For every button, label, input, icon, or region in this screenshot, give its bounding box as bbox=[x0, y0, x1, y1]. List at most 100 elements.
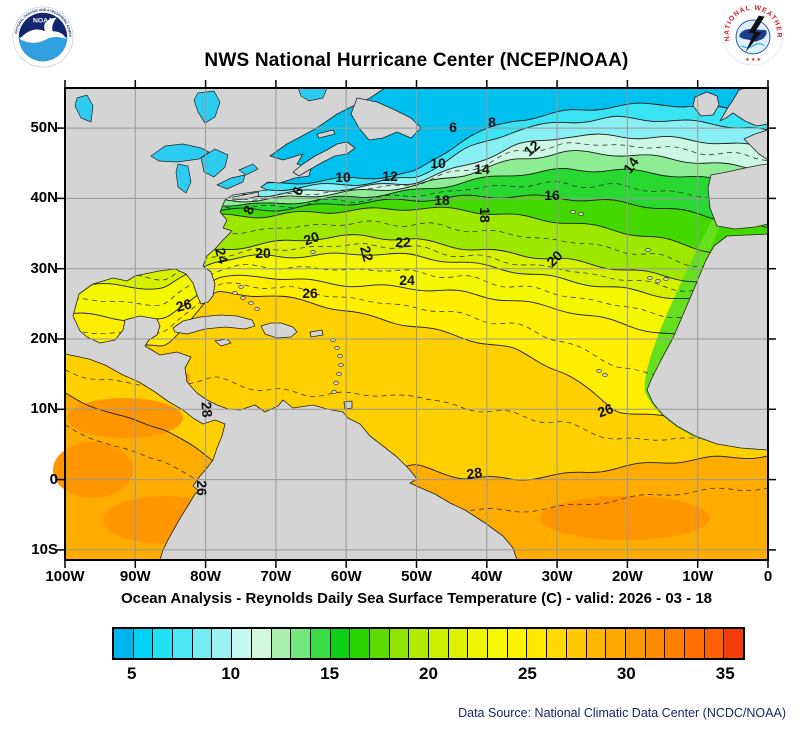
colorbar-cell bbox=[527, 629, 547, 658]
island bbox=[337, 372, 342, 375]
colorbar-cell bbox=[272, 629, 292, 658]
colorbar-cell bbox=[134, 629, 154, 658]
island bbox=[249, 301, 254, 304]
colorbar-cell bbox=[468, 629, 488, 658]
island bbox=[579, 212, 584, 215]
y-tick-label: 10S bbox=[6, 541, 58, 558]
colorbar-cell bbox=[114, 629, 134, 658]
x-tick-label: 40W bbox=[457, 568, 517, 585]
colorbar-cell bbox=[232, 629, 252, 658]
y-tick-label: 0 bbox=[6, 471, 58, 488]
noaa-sst-product-page: NATIONAL OCEANIC AND ATMOSPHERIC ADMINIS… bbox=[0, 0, 800, 737]
contour-label: 20 bbox=[255, 245, 271, 261]
island bbox=[332, 390, 337, 393]
warm-pool bbox=[540, 496, 710, 540]
island bbox=[239, 285, 244, 288]
sst-map-canvas: 6812101414681012161818202022222424262620… bbox=[65, 88, 768, 560]
colorbar-tick-label: 15 bbox=[308, 664, 352, 684]
island bbox=[334, 381, 339, 384]
x-tick-label: 90W bbox=[105, 568, 165, 585]
y-tick-label: 30N bbox=[6, 260, 58, 277]
colorbar-tick-label: 35 bbox=[703, 664, 747, 684]
colorbar-cell bbox=[665, 629, 685, 658]
island bbox=[339, 363, 344, 366]
data-source-credit: Data Source: National Climatic Data Cent… bbox=[286, 706, 786, 720]
colorbar-cell bbox=[567, 629, 587, 658]
contour-label: 18 bbox=[477, 207, 493, 223]
contour-label: 18 bbox=[434, 192, 450, 208]
colorbar-cell bbox=[685, 629, 705, 658]
x-tick-label: 30W bbox=[527, 568, 587, 585]
contour-label: 16 bbox=[544, 187, 560, 203]
x-tick-label: 0 bbox=[738, 568, 798, 585]
x-tick-label: 60W bbox=[316, 568, 376, 585]
colorbar-cell bbox=[331, 629, 351, 658]
colorbar-tick-label: 25 bbox=[505, 664, 549, 684]
colorbar-cell bbox=[390, 629, 410, 658]
sst-map: 6812101414681012161818202022222424262620… bbox=[65, 88, 768, 560]
y-tick-label: 40N bbox=[6, 189, 58, 206]
island bbox=[241, 296, 246, 299]
contour-label: 10 bbox=[335, 169, 351, 185]
x-tick-label: 100W bbox=[35, 568, 95, 585]
contour-label: 6 bbox=[449, 119, 457, 135]
colorbar-cell bbox=[606, 629, 626, 658]
y-tick-label: 20N bbox=[6, 330, 58, 347]
y-tick-label: 50N bbox=[6, 119, 58, 136]
colorbar-cell bbox=[508, 629, 528, 658]
colorbar-tick-label: 10 bbox=[209, 664, 253, 684]
colorbar-cell bbox=[705, 629, 725, 658]
contour-label: 28 bbox=[465, 464, 483, 482]
colorbar-cell bbox=[547, 629, 567, 658]
landmass bbox=[708, 164, 768, 229]
colorbar-cell bbox=[370, 629, 390, 658]
contour-label: 26 bbox=[194, 480, 210, 496]
island bbox=[646, 248, 651, 251]
island bbox=[597, 369, 602, 372]
colorbar-tick-label: 5 bbox=[110, 664, 154, 684]
colorbar-cell bbox=[252, 629, 272, 658]
colorbar-cell bbox=[449, 629, 469, 658]
colorbar-cell bbox=[429, 629, 449, 658]
island bbox=[255, 307, 260, 310]
x-tick-label: 80W bbox=[176, 568, 236, 585]
contour-label: 14 bbox=[474, 161, 490, 177]
contour-label: 26 bbox=[302, 285, 318, 301]
contour-label: 24 bbox=[399, 272, 415, 288]
colorbar-cell bbox=[587, 629, 607, 658]
colorbar-cell bbox=[311, 629, 331, 658]
colorbar-cell bbox=[350, 629, 370, 658]
landmass bbox=[344, 401, 352, 409]
contour-label: 22 bbox=[395, 234, 411, 250]
colorbar-cell bbox=[409, 629, 429, 658]
island bbox=[603, 373, 608, 376]
island bbox=[648, 276, 653, 279]
map-subtitle: Ocean Analysis - Reynolds Daily Sea Surf… bbox=[40, 590, 793, 607]
colorbar-cell bbox=[724, 629, 743, 658]
temperature-colorbar bbox=[112, 627, 745, 660]
colorbar-cell bbox=[488, 629, 508, 658]
island bbox=[311, 250, 316, 253]
x-tick-label: 50W bbox=[387, 568, 447, 585]
island bbox=[335, 346, 340, 349]
y-tick-label: 10N bbox=[6, 400, 58, 417]
noaa-wordmark: NOAA bbox=[33, 17, 53, 24]
x-tick-label: 70W bbox=[246, 568, 306, 585]
island bbox=[656, 279, 661, 282]
contour-label: 8 bbox=[488, 114, 496, 130]
x-tick-label: 10W bbox=[668, 568, 728, 585]
colorbar-cell bbox=[193, 629, 213, 658]
colorbar-cell bbox=[291, 629, 311, 658]
island bbox=[571, 210, 576, 213]
island bbox=[338, 354, 343, 357]
x-tick-label: 20W bbox=[597, 568, 657, 585]
contour-label: 28 bbox=[198, 401, 215, 418]
page-title: NWS National Hurricane Center (NCEP/NOAA… bbox=[65, 50, 768, 72]
colorbar-tick-label: 20 bbox=[407, 664, 451, 684]
island bbox=[233, 291, 238, 294]
colorbar-cell bbox=[646, 629, 666, 658]
colorbar-cell bbox=[212, 629, 232, 658]
island bbox=[664, 277, 669, 280]
contour-label: 12 bbox=[382, 168, 398, 184]
colorbar-cell bbox=[153, 629, 173, 658]
